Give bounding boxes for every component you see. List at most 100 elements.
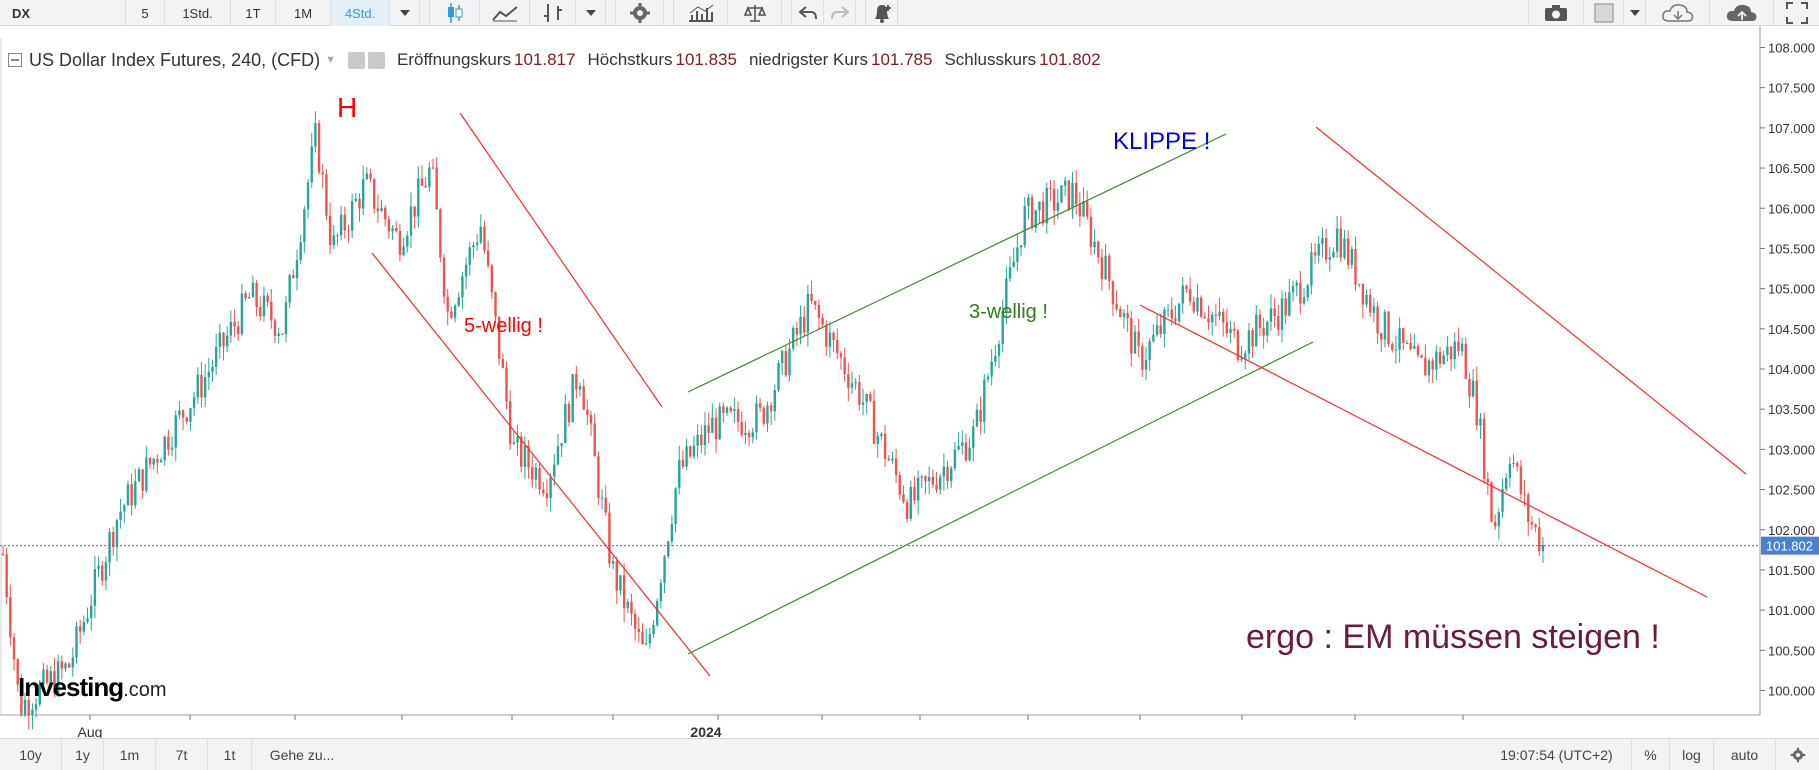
interval-dropdown-button[interactable] (390, 0, 420, 26)
candle-body (902, 494, 905, 503)
chart-settings-button[interactable] (1776, 739, 1819, 770)
candle-body (920, 476, 924, 478)
studies-button[interactable] (674, 0, 728, 26)
layout-dropdown-button[interactable] (1624, 0, 1646, 26)
candle-body (700, 434, 703, 446)
gear-icon (629, 3, 650, 23)
range-1d-button[interactable]: 1t (208, 739, 252, 770)
candle-body (1097, 241, 1100, 258)
candle-body (376, 208, 380, 212)
candle-body (1380, 333, 1383, 340)
interval-5-label: 5 (141, 5, 149, 21)
candle-body (428, 167, 431, 188)
interval-1h-button[interactable]: 1Std. (165, 0, 231, 26)
candle-body (784, 351, 788, 376)
candle-body (347, 230, 350, 232)
candle-body (872, 400, 876, 444)
undo-button[interactable] (792, 0, 824, 26)
caret-down-icon[interactable]: ▼ (325, 54, 336, 66)
collapse-icon[interactable] (8, 53, 22, 67)
candle-body (472, 244, 475, 248)
candle-body (814, 301, 817, 305)
candle-body (707, 425, 710, 433)
layout-button[interactable] (1584, 0, 1624, 26)
candle-body (836, 339, 839, 354)
compare-button[interactable] (530, 0, 576, 26)
candle-body (225, 335, 229, 347)
range-7d-button[interactable]: 7t (156, 739, 208, 770)
candle-body (1442, 355, 1445, 364)
candle-body (174, 415, 177, 448)
candle-body (75, 626, 78, 658)
gear-icon[interactable] (367, 51, 385, 69)
balance-button[interactable] (728, 0, 782, 26)
candle-body (1019, 245, 1023, 248)
percent-toggle[interactable]: % (1632, 739, 1670, 770)
chart-pane[interactable]: 108.000 107.500 107.000 106.500 106.000 105.5… (0, 26, 1819, 738)
interval-1d-button[interactable]: 1T (231, 0, 276, 26)
indicators-button[interactable] (480, 0, 530, 26)
candle-body (1210, 314, 1214, 323)
head-label: H (337, 92, 357, 123)
eye-icon[interactable] (347, 51, 365, 69)
toolbar-spacer (420, 0, 430, 26)
candle-body (1266, 321, 1269, 336)
redo-button[interactable] (824, 0, 856, 26)
candles-style-button[interactable] (430, 0, 480, 26)
settings-button[interactable] (616, 0, 664, 26)
candle-body (214, 346, 218, 367)
goto-date-button[interactable]: Gehe zu... (252, 739, 352, 770)
candle-body (1115, 304, 1118, 309)
screenshot-button[interactable] (1528, 0, 1584, 26)
fullscreen-button[interactable] (1774, 0, 1819, 26)
candle-body (1295, 282, 1298, 286)
toolbar-spacer (782, 0, 792, 26)
candle-body (391, 228, 394, 232)
candle-body (42, 669, 45, 684)
candle-body (424, 185, 427, 188)
interval-1h-label: 1Std. (182, 5, 213, 21)
candle-body (1446, 346, 1449, 356)
candle-body (946, 466, 949, 481)
candle-body (534, 467, 538, 480)
candle-body (464, 264, 468, 277)
candle-body (1141, 346, 1144, 370)
candle-body (825, 324, 828, 347)
auto-toggle[interactable]: auto (1714, 739, 1776, 770)
log-toggle[interactable]: log (1670, 739, 1714, 770)
range-10y-button[interactable]: 10y (0, 739, 62, 770)
save-chart-button[interactable] (1710, 0, 1774, 26)
candle-body (1225, 322, 1229, 334)
interval-1m-button[interactable]: 1M (276, 0, 331, 26)
symbol-input[interactable]: DX (0, 0, 126, 26)
candle-body (1203, 316, 1207, 319)
candle-body (148, 457, 152, 465)
interval-4h-button[interactable]: 4Std. (331, 0, 390, 26)
price-chart[interactable]: 108.000 107.500 107.000 106.500 106.000 105.5… (0, 26, 1819, 738)
price-tick-label: 103.000 (1768, 442, 1815, 457)
candle-body (578, 386, 582, 390)
candle-body (255, 282, 258, 308)
candle-body (384, 207, 387, 220)
candle-body (446, 296, 449, 312)
candle-body (156, 458, 159, 463)
candle-body (64, 663, 67, 669)
candle-body (604, 497, 607, 513)
falling-wedge-upper-line (1315, 126, 1747, 475)
compare-dropdown-button[interactable] (576, 0, 606, 26)
candle-body (56, 661, 60, 694)
falling-wedge-lower-line (1139, 304, 1708, 598)
candle-body (306, 182, 310, 210)
candle-body (402, 246, 405, 255)
range-1y-button[interactable]: 1y (62, 739, 104, 770)
candle-body (1413, 346, 1416, 349)
range-1m-button[interactable]: 1m (104, 739, 156, 770)
candle-body (549, 476, 552, 498)
alert-button[interactable] (866, 0, 898, 26)
candle-body (1420, 355, 1423, 358)
load-chart-button[interactable] (1646, 0, 1710, 26)
interval-5-button[interactable]: 5 (126, 0, 165, 26)
candle-body (373, 178, 376, 209)
candle-body (248, 297, 251, 299)
candle-body (972, 426, 975, 448)
